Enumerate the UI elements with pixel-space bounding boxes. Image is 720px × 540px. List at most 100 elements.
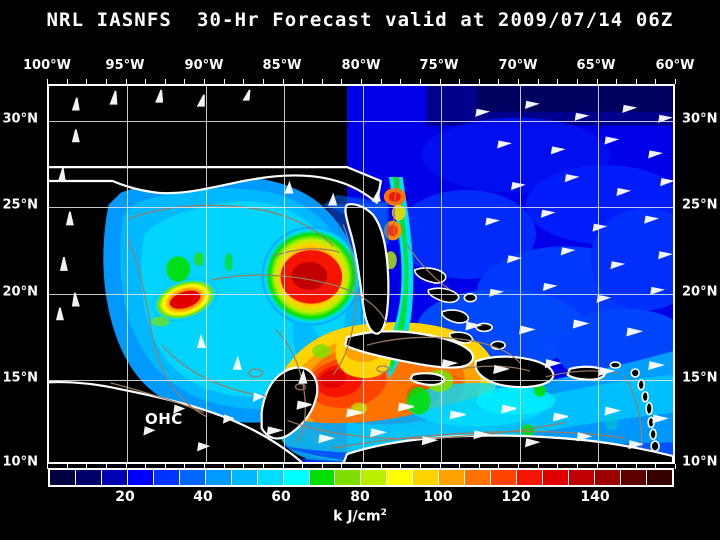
lon-label-90w: 90°W xyxy=(184,58,224,73)
gridline-lat-15n xyxy=(49,380,673,381)
tick-mark xyxy=(184,464,186,469)
colorbar-block-2 xyxy=(101,470,128,485)
tick-mark xyxy=(47,464,48,469)
gridline-lon-95w xyxy=(127,86,128,462)
lon-label-60w: 60°W xyxy=(655,58,695,73)
figure-title: NRL IASNFS 30-Hr Forecast valid at 2009/… xyxy=(46,9,674,31)
lat-label-25n-right: 25°N xyxy=(682,197,718,213)
tick-mark xyxy=(341,464,343,469)
tick-mark xyxy=(616,79,618,84)
tick-mark xyxy=(361,464,362,469)
gridline-lon-90w xyxy=(206,86,207,462)
tick-mark xyxy=(105,464,107,469)
tick-mark xyxy=(184,79,186,84)
gridline-lon-80w xyxy=(363,86,364,462)
tick-mark xyxy=(478,464,480,469)
tick-mark xyxy=(223,79,225,84)
tick-mark xyxy=(262,464,264,469)
colorbar-block-12 xyxy=(361,470,388,485)
tick-mark xyxy=(459,79,461,84)
colorbar-block-9 xyxy=(283,470,310,485)
tick-mark xyxy=(518,464,519,469)
lat-label-25n-left: 25°N xyxy=(2,197,38,213)
lon-label-65w: 65°W xyxy=(576,58,616,73)
lat-label-20n-right: 20°N xyxy=(682,284,718,300)
colorbar-block-20 xyxy=(569,470,596,485)
tick-mark xyxy=(675,464,676,469)
tick-mark xyxy=(47,79,48,84)
tick-mark xyxy=(478,79,480,84)
tick-mark xyxy=(675,79,676,84)
lon-label-95w: 95°W xyxy=(105,58,145,73)
tick-mark xyxy=(439,464,441,469)
colorbar-tick-80: 80 xyxy=(350,489,370,505)
tick-mark xyxy=(576,79,578,84)
ohc-raster xyxy=(49,86,673,462)
lon-label-80w: 80°W xyxy=(341,58,381,73)
tick-mark xyxy=(557,79,559,84)
lon-label-100w: 100°W xyxy=(23,58,71,73)
tick-mark xyxy=(66,79,68,84)
colorbar-unit-exponent: 2 xyxy=(380,508,387,518)
tick-mark xyxy=(302,79,304,84)
tick-mark xyxy=(66,464,68,469)
colorbar-block-18 xyxy=(517,470,544,485)
tick-mark xyxy=(400,464,402,469)
tick-mark xyxy=(518,79,519,84)
colorbar xyxy=(48,468,674,487)
tick-mark xyxy=(105,79,107,84)
tick-mark xyxy=(145,464,147,469)
tick-mark xyxy=(282,79,284,84)
tick-mark xyxy=(262,79,264,84)
tick-mark xyxy=(537,79,539,84)
lat-label-20n-left: 20°N xyxy=(2,284,38,300)
colorbar-tick-140: 140 xyxy=(580,489,610,505)
tick-mark xyxy=(635,79,637,84)
tick-mark xyxy=(86,464,88,469)
colorbar-tick-20: 20 xyxy=(115,489,135,505)
tick-mark xyxy=(164,464,166,469)
tick-mark xyxy=(204,464,205,469)
lat-label-30n-left: 30°N xyxy=(2,111,38,127)
colorbar-block-13 xyxy=(387,470,414,485)
tick-mark xyxy=(321,79,323,84)
tick-mark xyxy=(400,79,402,84)
tick-mark xyxy=(537,464,539,469)
map-plot-area xyxy=(47,84,675,464)
colorbar-block-7 xyxy=(231,470,258,485)
tick-mark xyxy=(439,79,441,84)
tick-mark xyxy=(125,464,127,469)
tick-mark xyxy=(498,79,500,84)
colorbar-block-6 xyxy=(205,470,232,485)
tick-mark xyxy=(341,79,343,84)
tick-mark xyxy=(635,464,637,469)
gridline-lon-85w xyxy=(284,86,285,462)
colorbar-block-3 xyxy=(127,470,154,485)
colorbar-block-15 xyxy=(439,470,466,485)
colorbar-tick-120: 120 xyxy=(501,489,531,505)
tick-mark xyxy=(243,464,245,469)
colorbar-tick-40: 40 xyxy=(193,489,213,505)
colorbar-block-23 xyxy=(646,470,672,485)
tick-mark xyxy=(380,464,382,469)
tick-mark xyxy=(655,79,657,84)
colorbar-block-5 xyxy=(179,470,206,485)
tick-mark xyxy=(164,79,166,84)
tick-mark xyxy=(321,464,323,469)
top-tick-marks xyxy=(47,79,676,84)
tick-mark xyxy=(361,79,362,84)
gridline-lat-25n xyxy=(49,207,673,208)
tick-mark xyxy=(498,464,500,469)
lat-label-15n-right: 15°N xyxy=(682,370,718,386)
tick-mark xyxy=(145,79,147,84)
tick-mark xyxy=(557,464,559,469)
colorbar-unit-text: k J/cm xyxy=(333,508,381,525)
tick-mark xyxy=(596,464,598,469)
colorbar-block-0 xyxy=(50,470,76,485)
lon-label-70w: 70°W xyxy=(498,58,538,73)
tick-mark xyxy=(616,464,618,469)
tick-mark xyxy=(302,464,304,469)
lat-label-15n-left: 15°N xyxy=(2,370,38,386)
tick-mark xyxy=(576,464,578,469)
tick-mark xyxy=(282,464,284,469)
